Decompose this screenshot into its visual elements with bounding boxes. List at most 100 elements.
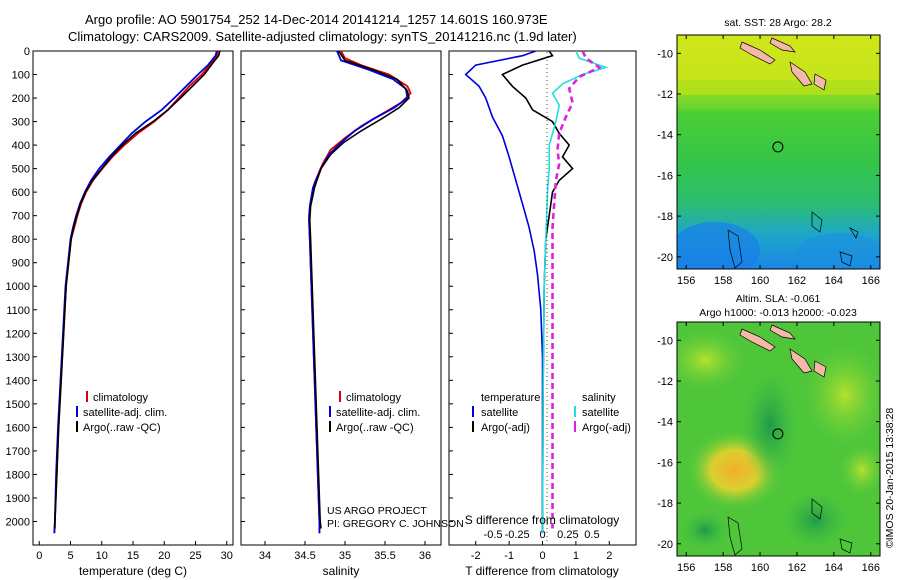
temperature-tick-label: 0 bbox=[36, 550, 42, 562]
legend-label-argo: Argo(..raw -QC) bbox=[83, 422, 161, 434]
depth-tick-label: 1700 bbox=[6, 446, 30, 458]
latitude-tick-label: -16 bbox=[657, 170, 673, 182]
depth-axis: 0 100 200 300 400 500 600 700 800 900 1000 1100 1200… bbox=[6, 46, 453, 528]
legend-label-s-argo: Argo(-adj) bbox=[582, 422, 631, 434]
legend-label-s-satellite: satellite bbox=[582, 407, 619, 419]
depth-tick-label: 300 bbox=[12, 117, 30, 129]
temperature-tick-label: 10 bbox=[96, 550, 108, 562]
legend-label-t-argo: Argo(-adj) bbox=[481, 422, 530, 434]
series-satellite-adj-clim--line bbox=[53, 51, 218, 534]
reef-outline bbox=[727, 229, 743, 269]
sla-map-frame bbox=[676, 321, 881, 557]
island-shape bbox=[739, 328, 776, 352]
temperature-x-axis: 0 5 10 15 20 25 30 bbox=[36, 541, 233, 562]
header-line-1: Argo profile: AO 5901754_252 14-Dec-2014… bbox=[85, 12, 548, 27]
reef-outline bbox=[849, 227, 859, 239]
t-difference-x-label: T difference from climatology bbox=[465, 564, 619, 578]
legend-title-temperature: temperature bbox=[481, 392, 540, 404]
s-difference-x-label: S difference from climatology bbox=[465, 513, 620, 527]
legend-swatch-climatology bbox=[86, 391, 88, 402]
salinity-tick-label: 34 bbox=[259, 550, 271, 562]
temperature-tick-label: 25 bbox=[189, 550, 201, 562]
island-shape bbox=[769, 37, 796, 53]
legend-label-satellite: satellite-adj. clim. bbox=[336, 407, 420, 419]
series-salinity-argo-adj--line bbox=[551, 51, 602, 529]
island-shape bbox=[813, 73, 827, 91]
series-argo-raw-qc--line bbox=[308, 51, 410, 529]
salinity-x-label: salinity bbox=[323, 564, 360, 578]
legend-swatch-s-satellite bbox=[574, 406, 576, 417]
legend-title-salinity: salinity bbox=[582, 392, 616, 404]
salinity-tick-label: 36 bbox=[419, 550, 431, 562]
island-shape bbox=[739, 41, 776, 65]
latitude-tick-label: -14 bbox=[657, 130, 673, 142]
legend-swatch-t-argo bbox=[472, 421, 474, 432]
longitude-tick-label: 156 bbox=[677, 562, 695, 574]
reef-outline bbox=[839, 538, 853, 554]
latitude-tick-label: -10 bbox=[657, 335, 673, 347]
depth-tick-label: 700 bbox=[12, 211, 30, 223]
s-difference-tick-label: 0.25 bbox=[557, 529, 578, 541]
s-difference-tick-label: 0.5 bbox=[584, 529, 599, 541]
sla-low-anomaly bbox=[780, 490, 850, 550]
series-satellite-adj-clim--line bbox=[308, 51, 409, 534]
depth-tick-label: 1200 bbox=[6, 328, 30, 340]
reef-outline bbox=[727, 516, 743, 556]
reef-outline bbox=[811, 498, 823, 520]
island-shape bbox=[769, 324, 796, 340]
island-shape bbox=[813, 360, 827, 378]
argo-location-marker bbox=[772, 141, 784, 153]
sst-band bbox=[677, 95, 880, 109]
difference-x-axis: -2 -1 0 1 2 -0.5 -0.25 0 0.25 0.5 bbox=[471, 529, 613, 562]
depth-tick-label: 800 bbox=[12, 234, 30, 246]
longitude-tick-label: 164 bbox=[825, 275, 843, 287]
argo-location-marker bbox=[772, 428, 784, 440]
sst-map-frame bbox=[676, 34, 881, 270]
depth-tick-label: 600 bbox=[12, 187, 30, 199]
latitude-tick-label: -10 bbox=[657, 48, 673, 60]
latitude-tick-label: -20 bbox=[657, 252, 673, 264]
depth-tick-label: 2000 bbox=[6, 516, 30, 528]
temperature-tick-label: 20 bbox=[158, 550, 170, 562]
depth-tick-label: 1600 bbox=[6, 422, 30, 434]
pi-annotation: PI: GREGORY C. JOHNSON bbox=[327, 518, 464, 530]
latitude-tick-label: -12 bbox=[657, 376, 673, 388]
salinity-tick-label: 35 bbox=[339, 550, 351, 562]
longitude-tick-label: 164 bbox=[825, 562, 843, 574]
t-difference-tick-label: -2 bbox=[471, 550, 481, 562]
sst-cool-patch bbox=[677, 222, 760, 269]
legend-swatch-argo bbox=[76, 421, 78, 432]
sla-low-anomaly bbox=[740, 365, 800, 485]
longitude-tick-label: 166 bbox=[862, 562, 880, 574]
series-argo-raw-qc--line bbox=[54, 51, 221, 529]
sla-anomaly bbox=[805, 345, 880, 445]
series-climatology-line bbox=[308, 51, 412, 534]
temperature-panel-frame bbox=[32, 50, 234, 546]
depth-tick-label: 1400 bbox=[6, 375, 30, 387]
depth-tick-label: 200 bbox=[12, 93, 30, 105]
difference-legend: temperature salinity satellite Argo(-adj… bbox=[472, 392, 631, 434]
salinity-panel-frame bbox=[240, 50, 442, 546]
series-temperature-satellite-line bbox=[464, 51, 544, 534]
t-difference-tick-label: 2 bbox=[606, 550, 612, 562]
salinity-legend: climatology satellite-adj. clim. Argo(..… bbox=[329, 391, 420, 434]
temperature-tick-label: 15 bbox=[127, 550, 139, 562]
sst-map-title: sat. SST: 28 Argo: 28.2 bbox=[724, 17, 832, 29]
longitude-tick-label: 160 bbox=[751, 275, 769, 287]
latitude-tick-label: -18 bbox=[657, 211, 673, 223]
sla-low-anomaly bbox=[680, 510, 730, 550]
salinity-profiles bbox=[308, 51, 412, 534]
longitude-tick-label: 162 bbox=[788, 562, 806, 574]
legend-swatch-t-satellite bbox=[472, 406, 474, 417]
legend-label-argo: Argo(..raw -QC) bbox=[336, 422, 414, 434]
series-temperature-argo-adj--line bbox=[501, 51, 574, 529]
temperature-profiles bbox=[53, 51, 221, 534]
depth-tick-label: 1100 bbox=[6, 305, 30, 317]
legend-label-t-satellite: satellite bbox=[481, 407, 518, 419]
salinity-x-axis: 34 34.5 35 35.5 36 bbox=[259, 541, 431, 562]
legend-swatch-satellite bbox=[329, 406, 331, 417]
longitude-tick-label: 160 bbox=[751, 562, 769, 574]
depth-tick-label: 900 bbox=[12, 258, 30, 270]
reef-outline bbox=[811, 211, 823, 233]
